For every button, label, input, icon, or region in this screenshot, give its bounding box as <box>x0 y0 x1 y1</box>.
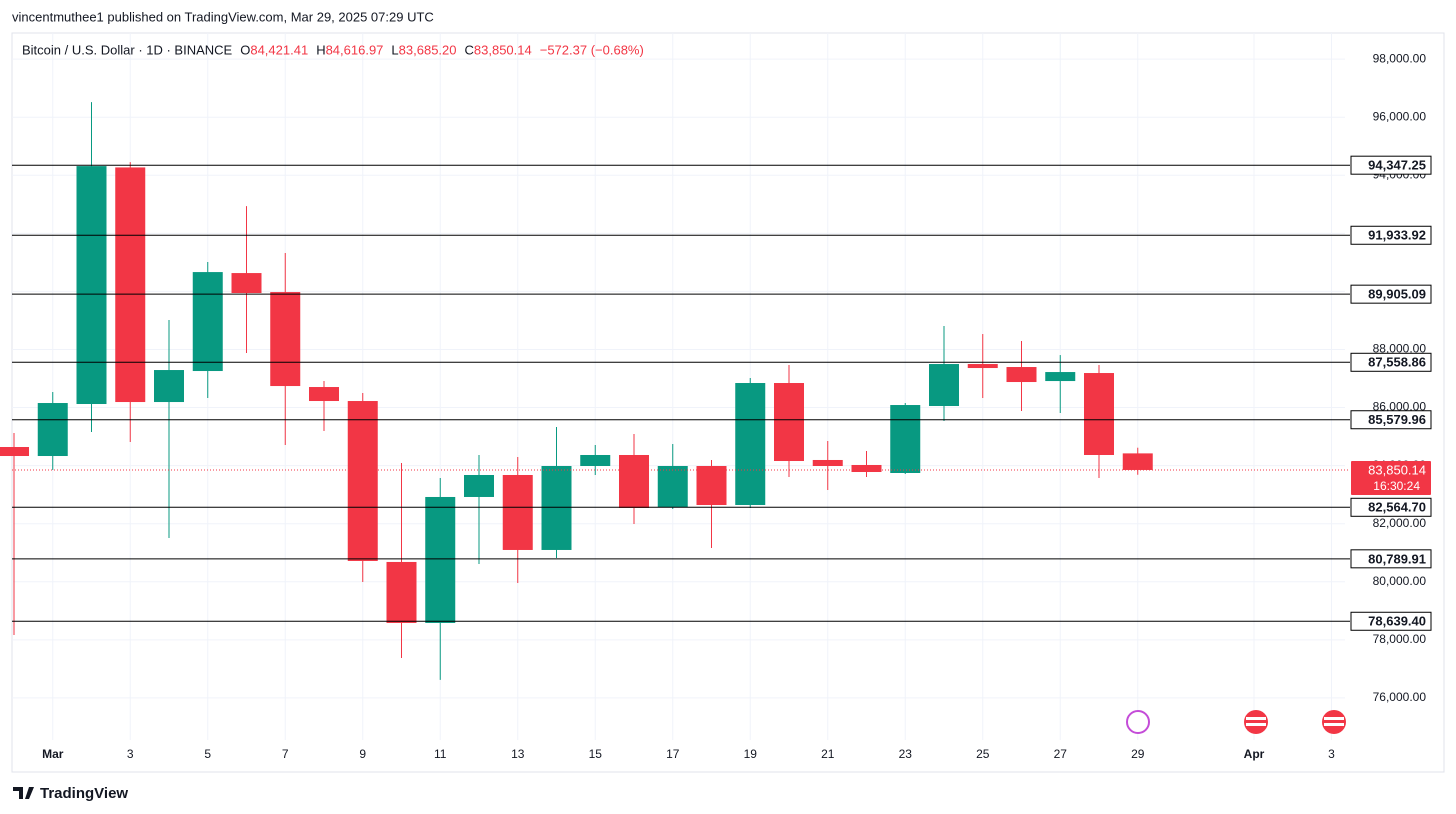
y-tick-label: 86,000.00 <box>1373 400 1427 414</box>
level-label: 85,579.96 <box>1368 412 1426 427</box>
level-label: 91,933.92 <box>1368 228 1426 243</box>
x-tick-label: 27 <box>1054 747 1068 761</box>
candle-body <box>0 447 29 457</box>
brand-name: TradingView <box>40 785 128 802</box>
x-tick-label: 11 <box>434 747 447 761</box>
last-price-label: 83,850.14 <box>1368 462 1426 477</box>
candle-body <box>502 474 533 550</box>
x-tick-label: 17 <box>666 747 680 761</box>
x-tick-label: 3 <box>127 747 134 761</box>
y-tick-label: 78,000.00 <box>1373 632 1427 646</box>
candle-body <box>76 166 107 405</box>
level-label-box <box>1350 549 1432 569</box>
x-tick-label: 7 <box>282 747 289 761</box>
level-label: 87,558.86 <box>1368 355 1426 370</box>
x-tick-label: Apr <box>1244 747 1265 761</box>
candle-body <box>541 465 572 550</box>
level-label: 94,347.25 <box>1368 158 1426 173</box>
level-label-box <box>1350 611 1432 631</box>
x-tick-label: 3 <box>1328 747 1335 761</box>
level-label: 78,639.40 <box>1368 614 1426 629</box>
candle-body <box>774 383 804 462</box>
candle-body <box>192 272 223 372</box>
y-tick-label: 88,000.00 <box>1373 342 1427 356</box>
level-label-box <box>1350 225 1432 245</box>
x-tick-label: 15 <box>589 747 603 761</box>
level-label-box <box>1350 352 1432 372</box>
legend-value: 84,421.41 <box>250 42 308 57</box>
level-label-box <box>1350 410 1432 430</box>
candle-body <box>1006 367 1037 383</box>
candle-body <box>967 364 998 369</box>
last-price-box <box>1351 460 1431 495</box>
level-label: 82,564.70 <box>1368 500 1426 515</box>
candle-body <box>37 403 68 457</box>
level-label-box <box>1350 155 1432 175</box>
candle-body <box>851 464 882 473</box>
event-icons <box>1126 710 1346 734</box>
x-tick-label: Mar <box>42 747 64 761</box>
chart-frame <box>11 32 1445 773</box>
candle-body <box>309 387 339 402</box>
candle-body <box>115 167 146 403</box>
candle-body <box>890 405 921 473</box>
legend-key: O <box>240 42 250 57</box>
y-tick-label: 80,000.00 <box>1373 574 1427 588</box>
candle-body <box>929 364 959 407</box>
candle-body <box>1045 372 1076 382</box>
publisher-line: vincentmuthee1 published on TradingView.… <box>12 9 434 24</box>
x-tick-label: 9 <box>359 747 366 761</box>
legend-key: H <box>316 42 325 57</box>
countdown-label: 16:30:24 <box>1373 479 1420 493</box>
x-tick-label: 13 <box>511 747 525 761</box>
candle-body <box>812 459 843 466</box>
candle-body <box>1122 453 1153 470</box>
level-label-box <box>1350 497 1432 517</box>
candle-body <box>386 561 417 623</box>
legend-change: −572.37 (−0.68%) <box>540 42 644 57</box>
candle-body <box>696 465 727 505</box>
candle-body <box>347 401 378 561</box>
level-label: 80,789.91 <box>1368 551 1426 566</box>
candle-body <box>580 454 611 466</box>
x-tick-label: 19 <box>744 747 758 761</box>
legend-value: 84,616.97 <box>326 42 384 57</box>
candle-body <box>231 273 262 294</box>
candle-body <box>657 465 688 507</box>
y-tick-label: 98,000.00 <box>1373 51 1427 65</box>
candle-body <box>425 496 456 623</box>
y-tick-label: 82,000.00 <box>1373 516 1427 530</box>
x-tick-label: 5 <box>204 747 211 761</box>
x-tick-label: 29 <box>1131 747 1145 761</box>
x-tick-label: 25 <box>976 747 990 761</box>
level-label-box <box>1350 284 1432 304</box>
y-tick-label: 96,000.00 <box>1373 109 1427 123</box>
legend-value: 83,850.14 <box>474 42 532 57</box>
candle-body <box>270 292 301 387</box>
candle-body <box>735 383 766 505</box>
y-tick-label: 76,000.00 <box>1373 690 1427 704</box>
chart-title: Bitcoin / U.S. Dollar · 1D · BINANCE <box>22 42 233 57</box>
legend-value: 83,685.20 <box>399 42 457 57</box>
candle-body <box>619 454 649 508</box>
candle-body <box>464 474 494 497</box>
x-tick-label: 21 <box>821 747 835 761</box>
x-tick-label: 23 <box>899 747 913 761</box>
legend-key: L <box>391 42 398 57</box>
candle-body <box>1084 373 1114 455</box>
level-label: 89,905.09 <box>1368 287 1426 302</box>
brand-logo <box>13 787 34 799</box>
candle-body <box>154 370 184 403</box>
legend-key: C <box>465 42 474 57</box>
